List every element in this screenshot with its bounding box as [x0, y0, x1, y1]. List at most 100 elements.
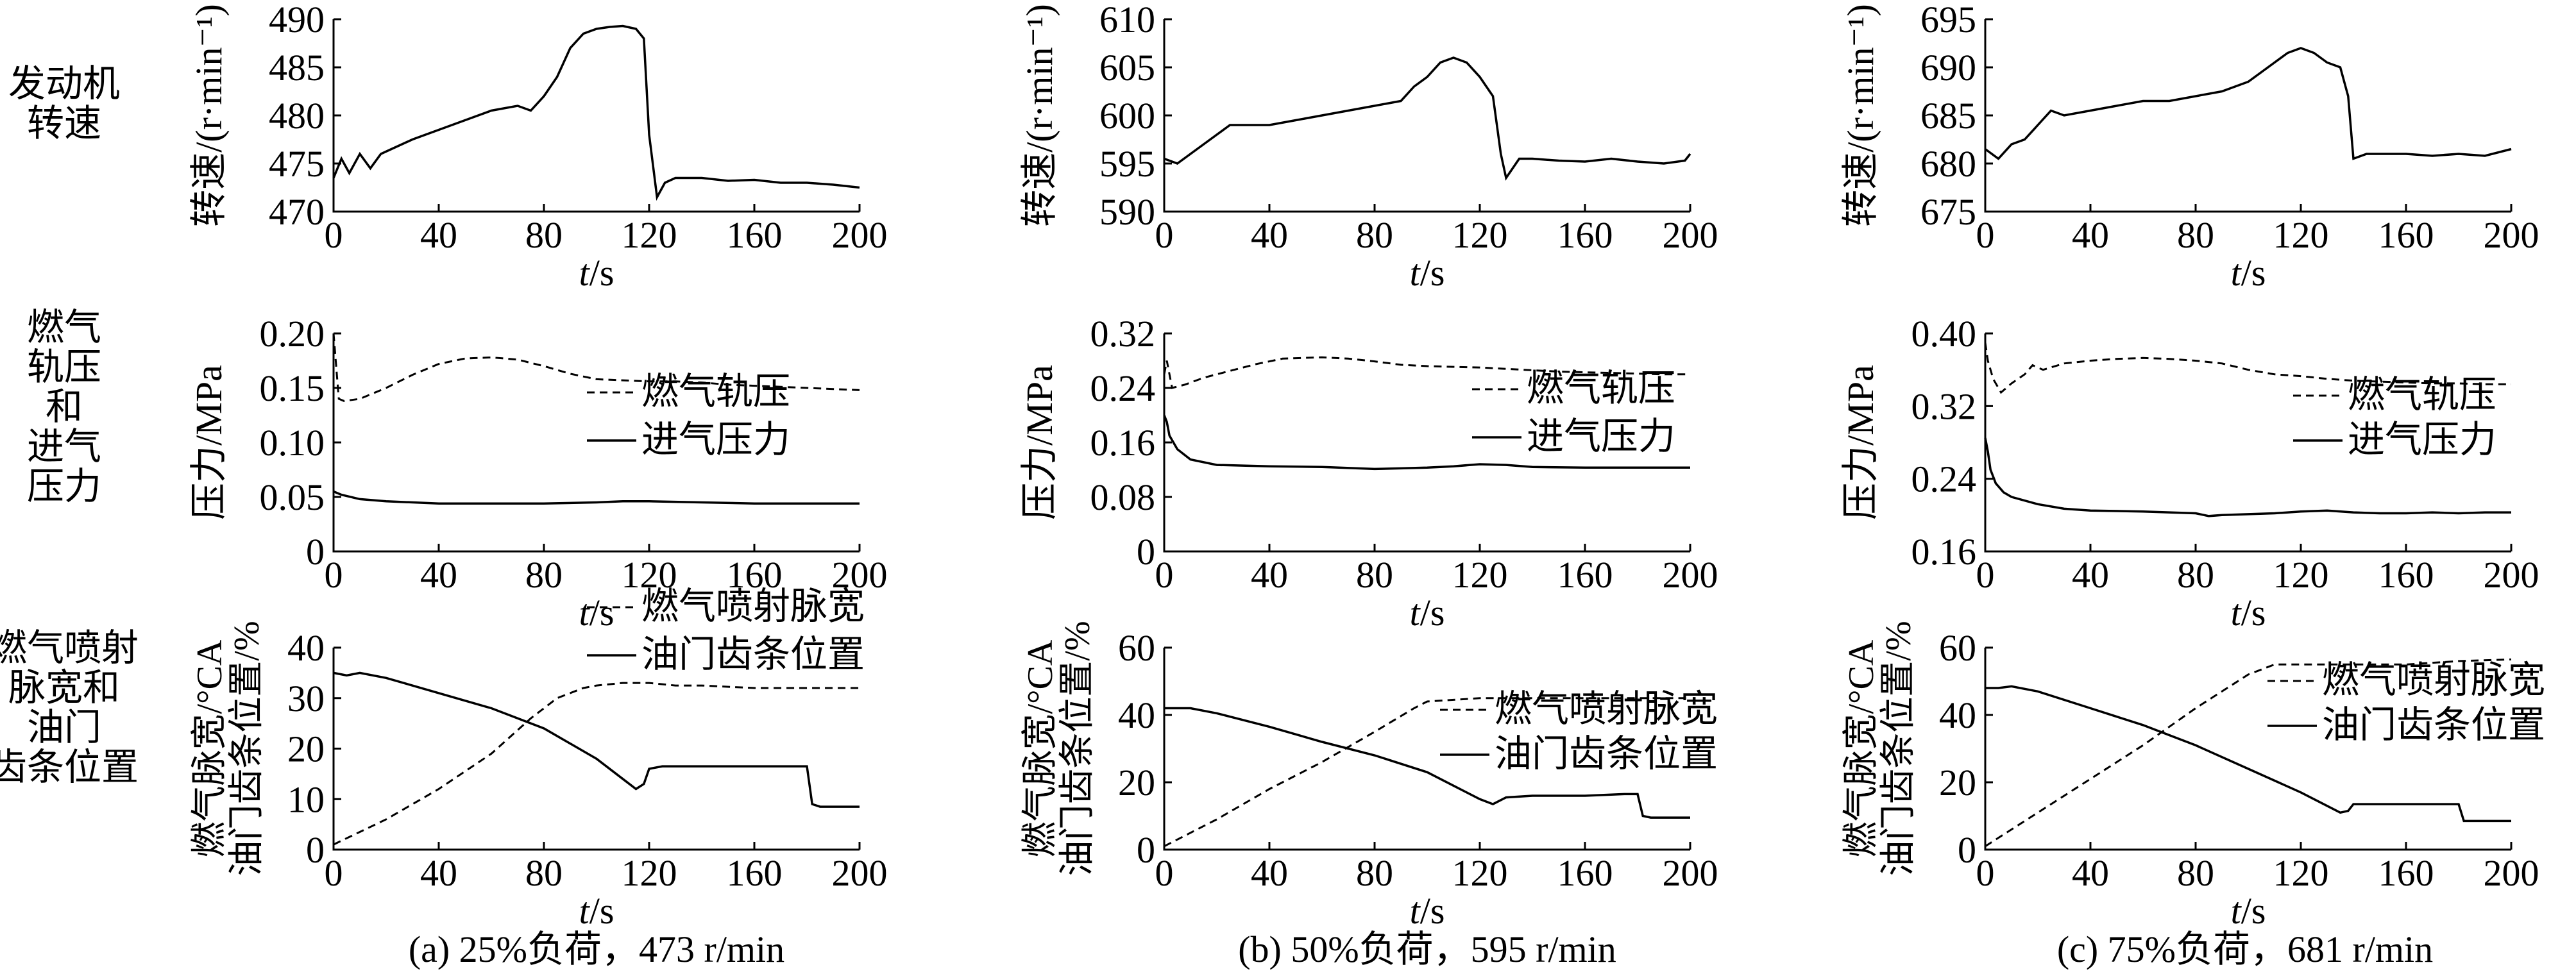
legend-label: 进气压力 [641, 419, 790, 460]
legend-label: 燃气轨压 [1527, 367, 1675, 409]
x-tick-label: 160 [727, 554, 783, 596]
charts: 0 40 80 120 160 200470475480485490t/s转速/(r·mi… [188, 0, 2545, 932]
row-label-line: 齿条位置 [0, 746, 139, 788]
y-axis-label: 转速/(r·min⁻¹) [1019, 4, 1060, 227]
x-tick-label: 160 [2378, 554, 2434, 596]
x-axis-label: t/s [579, 890, 614, 932]
y-tick-label: 0.32 [1911, 385, 1977, 427]
x-tick-label: 0 [1155, 554, 1174, 596]
series-line-1 [333, 671, 860, 808]
series-line-1 [1164, 707, 1690, 819]
panel-caption: (a) 25%负荷，473 r/min [409, 928, 784, 970]
x-tick-label: 120 [1452, 214, 1508, 256]
y-tick-label: 0.24 [1090, 367, 1156, 409]
y-tick-label: 60 [1939, 627, 1976, 669]
x-tick-label: 200 [832, 554, 888, 596]
legend-label: 燃气喷射脉宽 [1495, 688, 1718, 730]
axes [332, 648, 860, 851]
chart-b-pressure: 0 40 80 120 160 200 0 0.08 0.16 0.24 0.32 t/s 压力/MPa… [1019, 313, 1718, 634]
y-tick-label: 0.16 [1911, 531, 1977, 573]
row-label-line: 转速 [27, 103, 101, 144]
x-tick-label: 40 [420, 852, 457, 894]
y-tick-label: 0.16 [1090, 422, 1156, 464]
y-axis-label-line: 燃气脉宽/°CA [1842, 639, 1881, 857]
x-axis-var: t [1410, 890, 1421, 932]
x-tick-label: 40 [2072, 554, 2109, 596]
x-tick-label: 120 [622, 214, 677, 256]
y-tick-label: 0.32 [1090, 313, 1156, 355]
series-line-0 [1164, 56, 1691, 181]
x-tick-label: 200 [2484, 554, 2539, 596]
series-line-0 [1164, 697, 1690, 848]
y-tick-label: 0.24 [1911, 458, 1977, 500]
y-tick-label: 0 [306, 829, 325, 871]
x-tick-label: 160 [1557, 852, 1613, 894]
x-tick-label: 200 [1663, 554, 1718, 596]
y-axis-label: 转速/(r·min⁻¹) [188, 4, 230, 227]
x-tick-label: 80 [1356, 214, 1393, 256]
axes [1163, 19, 1690, 213]
panel-caption: (b) 50%负荷，595 r/min [1238, 928, 1616, 970]
y-tick-label: 30 [287, 678, 325, 719]
x-tick-label: 40 [1251, 554, 1288, 596]
row-label-line: 压力 [27, 466, 101, 507]
x-tick-label: 80 [525, 554, 563, 596]
series-line-0 [332, 24, 860, 201]
x-tick-label: 80 [1356, 554, 1393, 596]
x-axis-unit: /s [2241, 252, 2266, 294]
y-tick-label: 685 [1920, 95, 1976, 137]
y-tick-label: 20 [1939, 762, 1976, 803]
x-tick-label: 0 [1976, 554, 1995, 596]
x-tick-label: 160 [1557, 554, 1613, 596]
x-tick-label: 40 [1251, 214, 1288, 256]
y-tick-label: 690 [1920, 47, 1976, 88]
legend-label: 燃气喷射脉宽 [2322, 659, 2545, 701]
chart-a-injection: 0 40 80 120 160 200102030400t/s燃气脉宽/°CA油门齿条位置… [190, 585, 888, 932]
x-tick-label: 200 [1663, 852, 1718, 894]
chart-a-pressure: 0 40 80 120 160 20000.050.100.150.20t/s压力/MPa… [188, 313, 888, 634]
y-tick-label: 600 [1099, 95, 1155, 137]
x-axis-var: t [1410, 252, 1421, 294]
y-tick-label: 680 [1920, 143, 1976, 185]
y-tick-label: 675 [1920, 191, 1976, 233]
x-axis-label: t/s [2231, 592, 2266, 634]
legend-label: 进气压力 [1527, 416, 1675, 457]
y-tick-label: 0.10 [260, 422, 325, 464]
x-axis-var: t [579, 890, 591, 932]
chart-c-injection: 0 40 80 120 160 200 20 40 60 0 t/s 燃气脉宽/°CA油门齿条位置/%… [1842, 621, 2545, 932]
x-tick-label: 120 [1452, 554, 1508, 596]
series-line-1 [1984, 437, 2511, 517]
y-tick-label: 0.08 [1090, 476, 1156, 518]
x-tick-label: 120 [2273, 554, 2329, 596]
y-axis-label-line: 油门齿条位置/% [1058, 621, 1097, 876]
x-tick-label: 120 [2273, 214, 2329, 256]
x-tick-label: 160 [727, 852, 783, 894]
panel-caption: (c) 75%负荷，681 r/min [2057, 928, 2433, 970]
y-tick-label: 0 [1137, 829, 1155, 871]
x-tick-label: 80 [2177, 554, 2214, 596]
y-axis-label-line: 燃气脉宽/°CA [1021, 639, 1060, 857]
x-tick-label: 120 [622, 554, 677, 596]
chart-c-speed: 0 40 80 120 160 200 675 680 685 690 695 t/s 转速/(r·mi… [1840, 0, 2539, 294]
x-tick-label: 0 [1155, 852, 1174, 894]
captions: (a) 25%负荷，473 r/min (b) 50%负荷，595 r/min (c… [409, 928, 2433, 970]
series-line-1 [1163, 414, 1690, 471]
x-tick-label: 0 [1976, 852, 1995, 894]
x-tick-label: 160 [2378, 214, 2434, 256]
y-tick-label: 40 [287, 627, 325, 669]
y-tick-label: 475 [269, 143, 325, 185]
y-tick-label: 0.05 [260, 476, 325, 518]
legend-label: 燃气轨压 [641, 371, 790, 412]
row-label-line: 燃气 [27, 306, 101, 348]
y-tick-label: 610 [1099, 0, 1155, 40]
y-tick-label: 605 [1099, 47, 1155, 88]
row-label-line: 油门 [27, 707, 101, 748]
x-tick-label: 160 [2378, 852, 2434, 894]
x-axis-var: t [2231, 252, 2242, 294]
series-line-1 [333, 490, 860, 505]
x-axis-unit: /s [1420, 592, 1445, 634]
legend-label: 油门齿条位置 [641, 634, 865, 675]
x-axis-unit: /s [589, 890, 614, 932]
x-tick-label: 80 [2177, 214, 2214, 256]
x-axis-var: t [1410, 592, 1421, 634]
